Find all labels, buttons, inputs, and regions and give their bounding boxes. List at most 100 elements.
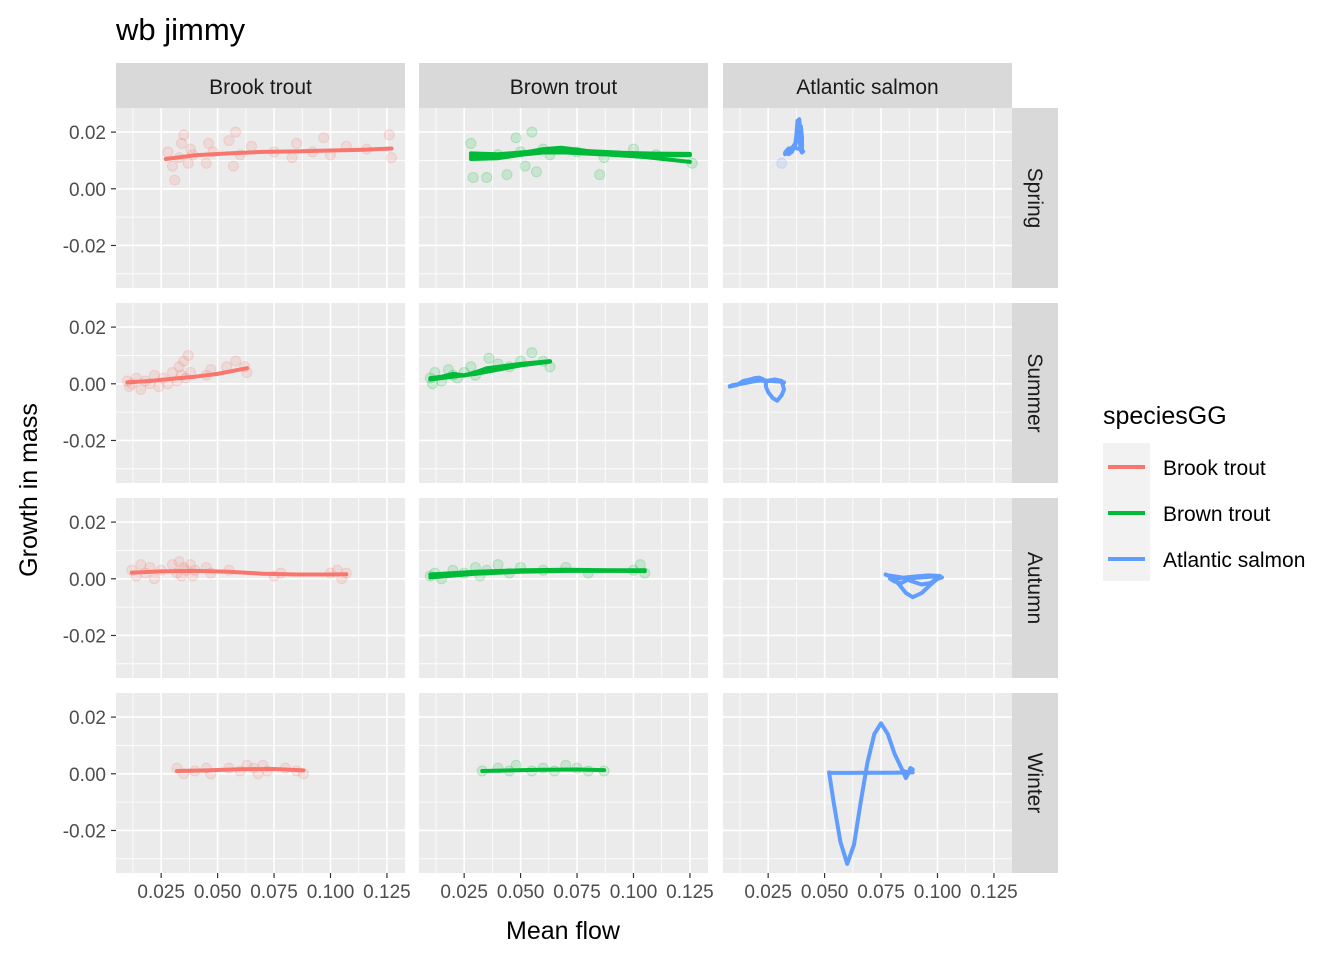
data-point: [182, 157, 194, 169]
panel-winter-brown-trout: [419, 693, 708, 873]
legend-item-atlantic-salmon: Atlantic salmon: [1108, 549, 1305, 572]
data-point: [510, 132, 522, 144]
panel-spring-brown-trout: [419, 108, 708, 288]
strip-row-spring: Spring: [1012, 108, 1058, 288]
x-tick-label: 0.125: [666, 882, 714, 903]
y-tick-label: 0.02: [69, 708, 106, 729]
smooth-line: [827, 721, 915, 866]
axes: Brook trout Brown trout Atlantic salmon Spr…: [63, 63, 1058, 903]
y-tick-label: -0.02: [63, 821, 106, 842]
panel-background: [419, 498, 708, 678]
panel-background: [419, 693, 708, 873]
strip-label: Autumn: [1023, 552, 1046, 624]
data-point: [223, 135, 235, 147]
data-point: [530, 166, 542, 178]
data-point: [483, 352, 495, 364]
strip-background: [419, 63, 708, 108]
strip-background: [1012, 108, 1058, 288]
chart-title: wb jimmy: [115, 12, 246, 47]
data-point: [162, 146, 174, 158]
y-tick-label: -0.02: [63, 236, 106, 257]
legend-label: Atlantic salmon: [1163, 549, 1305, 572]
data-point: [286, 152, 298, 164]
panel-background: [723, 498, 1012, 678]
legend-title: speciesGG: [1103, 402, 1227, 430]
data-point: [175, 137, 187, 149]
data-point: [230, 126, 242, 138]
strip-row-summer: Summer: [1012, 303, 1058, 483]
data-point: [776, 157, 788, 169]
x-tick-label: 0.075: [553, 882, 601, 903]
strip-label: Summer: [1023, 353, 1046, 432]
y-tick-label: -0.02: [63, 626, 106, 647]
panel-summer-brook-trout: [116, 303, 405, 483]
x-tick-label: 0.050: [801, 882, 849, 903]
data-point: [519, 160, 531, 172]
strip-background: [1012, 693, 1058, 873]
smooth-line: [428, 568, 647, 580]
smooth-line: [827, 770, 915, 775]
legend-item-brook-trout: Brook trout: [1108, 457, 1266, 480]
data-point: [178, 355, 190, 367]
panel-background: [116, 693, 405, 873]
data-point: [594, 169, 606, 181]
smooth-line: [129, 568, 349, 577]
data-point: [148, 573, 160, 585]
x-tick-label: 0.025: [137, 882, 185, 903]
panel-background: [419, 303, 708, 483]
data-point: [173, 556, 185, 568]
y-tick-label: -0.02: [63, 431, 106, 452]
y-tick-label: 0.00: [69, 180, 106, 201]
strip-row-winter: Winter: [1012, 693, 1058, 873]
data-point: [230, 355, 242, 367]
strip-background: [1012, 303, 1058, 483]
panel-summer-atlantic-salmon: [723, 303, 1012, 483]
smooth-line: [468, 150, 692, 161]
y-tick-label: 0.02: [69, 513, 106, 534]
y-axis-title: Growth in mass: [15, 403, 43, 577]
data-point: [200, 157, 212, 169]
smooth-line: [730, 378, 786, 388]
facet-panels: [116, 108, 1012, 873]
panel-background: [116, 498, 405, 678]
strip-label: Spring: [1023, 168, 1046, 229]
legend-label: Brown trout: [1163, 503, 1271, 526]
strip-label: Brook trout: [209, 76, 312, 99]
legend-item-brown-trout: Brown trout: [1108, 503, 1271, 526]
panel-spring-brook-trout: [116, 108, 405, 288]
data-point: [173, 361, 185, 373]
panel-autumn-atlantic-salmon: [723, 498, 1012, 678]
legend: speciesGG Brook trout Brown trout Atlantic…: [1103, 402, 1305, 581]
panel-autumn-brown-trout: [419, 498, 708, 678]
panel-background: [116, 108, 405, 288]
smooth-line: [125, 366, 249, 385]
data-point: [492, 559, 504, 571]
smooth-line: [175, 767, 306, 773]
y-tick-label: 0.02: [69, 123, 106, 144]
x-tick-label: 0.125: [363, 882, 411, 903]
data-point: [481, 171, 493, 183]
data-point: [166, 160, 178, 172]
data-point: [291, 137, 303, 149]
strip-background: [723, 63, 1012, 108]
strip-col-brook-trout: Brook trout: [116, 63, 405, 108]
x-tick-label: 0.050: [497, 882, 545, 903]
smooth-line: [480, 767, 607, 773]
x-tick-label: 0.100: [610, 882, 658, 903]
panel-winter-atlantic-salmon: [723, 693, 1012, 873]
x-tick-label: 0.100: [914, 882, 962, 903]
x-tick-label: 0.125: [970, 882, 1018, 903]
panel-winter-brook-trout: [116, 693, 405, 873]
x-tick-label: 0.025: [440, 882, 488, 903]
legend-label: Brook trout: [1163, 457, 1266, 480]
panel-summer-brown-trout: [419, 303, 708, 483]
panel-background: [723, 693, 1012, 873]
strip-label: Winter: [1023, 753, 1046, 814]
panel-background: [116, 303, 405, 483]
y-tick-label: 0.02: [69, 318, 106, 339]
strip-label: Atlantic salmon: [796, 76, 938, 99]
y-tick-label: 0.00: [69, 375, 106, 396]
smooth-line: [428, 359, 552, 382]
data-point: [526, 347, 538, 359]
